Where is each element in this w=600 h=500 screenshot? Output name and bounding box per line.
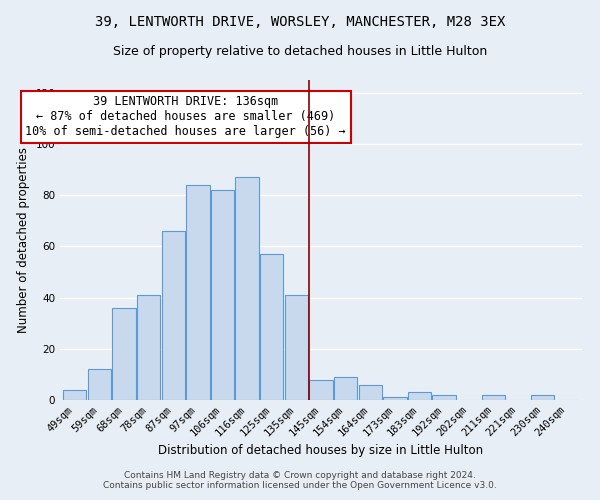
Bar xyxy=(334,377,358,400)
Bar xyxy=(63,390,86,400)
Bar xyxy=(383,398,407,400)
Bar xyxy=(161,231,185,400)
Text: 39, LENTWORTH DRIVE, WORSLEY, MANCHESTER, M28 3EX: 39, LENTWORTH DRIVE, WORSLEY, MANCHESTER… xyxy=(95,15,505,29)
Bar xyxy=(531,395,554,400)
Text: 39 LENTWORTH DRIVE: 136sqm
← 87% of detached houses are smaller (469)
10% of sem: 39 LENTWORTH DRIVE: 136sqm ← 87% of deta… xyxy=(25,96,346,138)
Bar xyxy=(433,395,456,400)
Bar xyxy=(359,384,382,400)
Bar xyxy=(408,392,431,400)
Bar xyxy=(186,185,209,400)
Y-axis label: Number of detached properties: Number of detached properties xyxy=(17,147,30,333)
Bar xyxy=(137,295,160,400)
Text: Size of property relative to detached houses in Little Hulton: Size of property relative to detached ho… xyxy=(113,45,487,58)
Bar xyxy=(235,178,259,400)
X-axis label: Distribution of detached houses by size in Little Hulton: Distribution of detached houses by size … xyxy=(158,444,484,457)
Bar xyxy=(260,254,283,400)
Bar xyxy=(310,380,332,400)
Bar xyxy=(211,190,234,400)
Bar xyxy=(284,295,308,400)
Bar xyxy=(88,370,111,400)
Bar xyxy=(112,308,136,400)
Bar xyxy=(482,395,505,400)
Text: Contains HM Land Registry data © Crown copyright and database right 2024.
Contai: Contains HM Land Registry data © Crown c… xyxy=(103,470,497,490)
